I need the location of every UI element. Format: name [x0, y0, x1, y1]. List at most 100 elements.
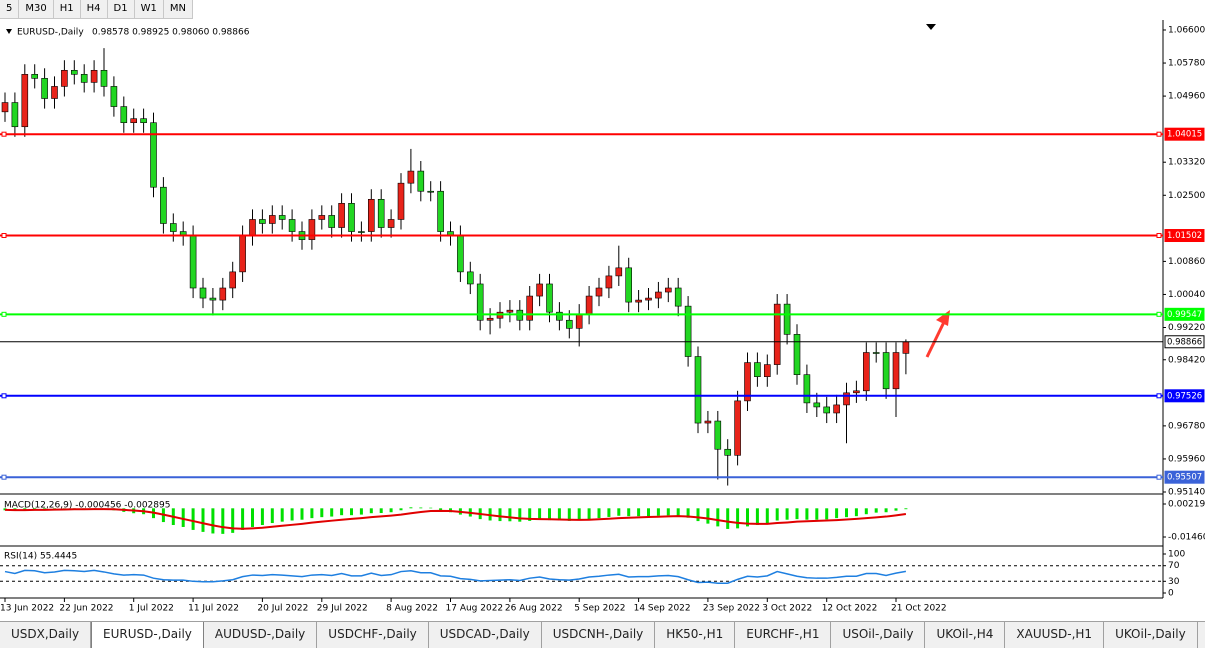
macd-bar — [350, 508, 353, 516]
candle-body — [318, 215, 326, 220]
candle-body — [21, 74, 29, 128]
macd-bar — [359, 508, 363, 515]
x-tick-label: 3 Oct 2022 — [762, 604, 812, 614]
timeframe-button[interactable]: W1 — [135, 0, 164, 18]
macd-bar — [736, 508, 740, 529]
chart-tab[interactable]: XAUUSD-,H1 — [1005, 622, 1105, 648]
macd-bar — [508, 508, 512, 522]
candle-body — [684, 305, 692, 357]
macd-bar — [835, 508, 839, 519]
candle-body — [377, 199, 385, 228]
chart-tab[interactable]: HK50-,H1 — [655, 622, 736, 648]
candle-body — [367, 199, 375, 232]
timeframe-button[interactable]: H4 — [81, 0, 108, 18]
candle-body — [407, 170, 415, 184]
chart-tab[interactable]: USDX,Daily — [0, 622, 92, 648]
x-tick-label: 13 Jun 2022 — [0, 604, 54, 614]
timeframe-button[interactable]: MN — [164, 0, 193, 18]
candle-body — [803, 374, 811, 404]
candle-body — [734, 400, 741, 456]
candle-body — [249, 219, 256, 236]
candle-body — [140, 118, 147, 124]
timeframe-button[interactable]: M30 — [19, 0, 54, 18]
candle-body — [278, 215, 286, 220]
macd-bar — [815, 508, 819, 520]
chart-tab[interactable]: UKOil-,H4 — [925, 622, 1006, 648]
rsi-title: RSI(14) 55.4445 — [4, 552, 77, 562]
chart-tab[interactable]: USDCAD-,Daily — [429, 622, 542, 648]
candle-body — [813, 402, 821, 408]
macd-bar — [419, 507, 423, 509]
level-handle — [1156, 474, 1162, 480]
macd-bar — [251, 508, 254, 527]
price-label-box — [1164, 470, 1205, 484]
collapse-icon — [6, 29, 12, 34]
candle-body — [160, 186, 167, 224]
macd-bar — [439, 508, 443, 511]
timeframe-button[interactable]: H1 — [54, 0, 81, 18]
macd-bar — [805, 508, 809, 520]
macd-bar — [825, 508, 829, 520]
y-tick-label: 1.05780 — [1168, 59, 1205, 69]
y-tick-label: 1.00040 — [1168, 290, 1205, 300]
timeframe-button[interactable]: D1 — [108, 0, 135, 18]
macd-bar — [775, 508, 779, 521]
candle-body — [833, 404, 840, 414]
macd-bar — [577, 508, 581, 521]
candle-body — [506, 309, 514, 313]
macd-bar — [201, 508, 205, 532]
candle-body — [170, 223, 177, 232]
candle-body — [268, 215, 276, 224]
candle-body — [853, 390, 860, 394]
chart-tab[interactable]: EURUSD-,Daily — [91, 622, 204, 648]
chart-tab[interactable]: AUDUSD-,Daily — [204, 622, 318, 648]
candle-body — [476, 283, 484, 321]
candle-body — [763, 364, 771, 377]
macd-bar — [498, 508, 502, 522]
chart-tab[interactable]: EURCHF-,H1 — [735, 622, 832, 648]
candle-body — [308, 219, 316, 240]
macd-bar — [399, 508, 403, 511]
chart-tab[interactable]: USDCNH-,Daily — [542, 622, 656, 648]
macd-bar — [181, 508, 185, 527]
chart-bg — [0, 20, 1205, 620]
chart-tab[interactable]: USOil-,Daily — [831, 622, 926, 648]
macd-bar — [191, 508, 195, 530]
chart-tabs: USDX,Daily EURUSD-,Daily AUDUSD-,Daily USDC… — [0, 621, 1205, 648]
candle-body — [526, 295, 534, 321]
macd-bar — [409, 507, 413, 509]
macd-bar — [310, 508, 314, 519]
candle-body — [486, 317, 494, 321]
x-tick-label: 5 Sep 2022 — [574, 604, 625, 614]
timeframe-button[interactable]: 5 — [0, 0, 20, 18]
macd-bar — [656, 508, 660, 516]
candle-body — [90, 69, 98, 83]
x-tick-label: 26 Aug 2022 — [505, 604, 563, 614]
y-tick-label: 70 — [1168, 561, 1180, 571]
macd-bar — [647, 508, 650, 517]
macd-bar — [686, 508, 690, 518]
chart-tab[interactable]: USDCHF-,Daily — [317, 622, 429, 648]
y-tick-label: 0.98420 — [1168, 355, 1205, 365]
candle-body — [694, 356, 702, 424]
level-handle — [1, 393, 7, 399]
x-tick-label: 14 Sep 2022 — [634, 604, 691, 614]
price-label-box — [1164, 307, 1205, 321]
macd-bar — [904, 508, 908, 510]
macd-bar — [379, 508, 383, 514]
macd-bar — [221, 508, 225, 534]
macd-bar — [676, 508, 680, 516]
chart-tab[interactable]: UKOil-,Daily — [1104, 622, 1198, 648]
candle-body — [892, 352, 900, 390]
level-handle — [1156, 131, 1162, 137]
candle-body — [41, 78, 48, 99]
level-handle — [1, 233, 7, 239]
y-tick-label: 0 — [1168, 589, 1174, 599]
candle-body — [783, 303, 791, 335]
macd-bar — [290, 508, 294, 521]
macd-bar — [231, 508, 235, 533]
price-label: 0.95507 — [1167, 473, 1202, 483]
macd-bar — [567, 508, 571, 521]
macd-bar — [874, 508, 878, 513]
